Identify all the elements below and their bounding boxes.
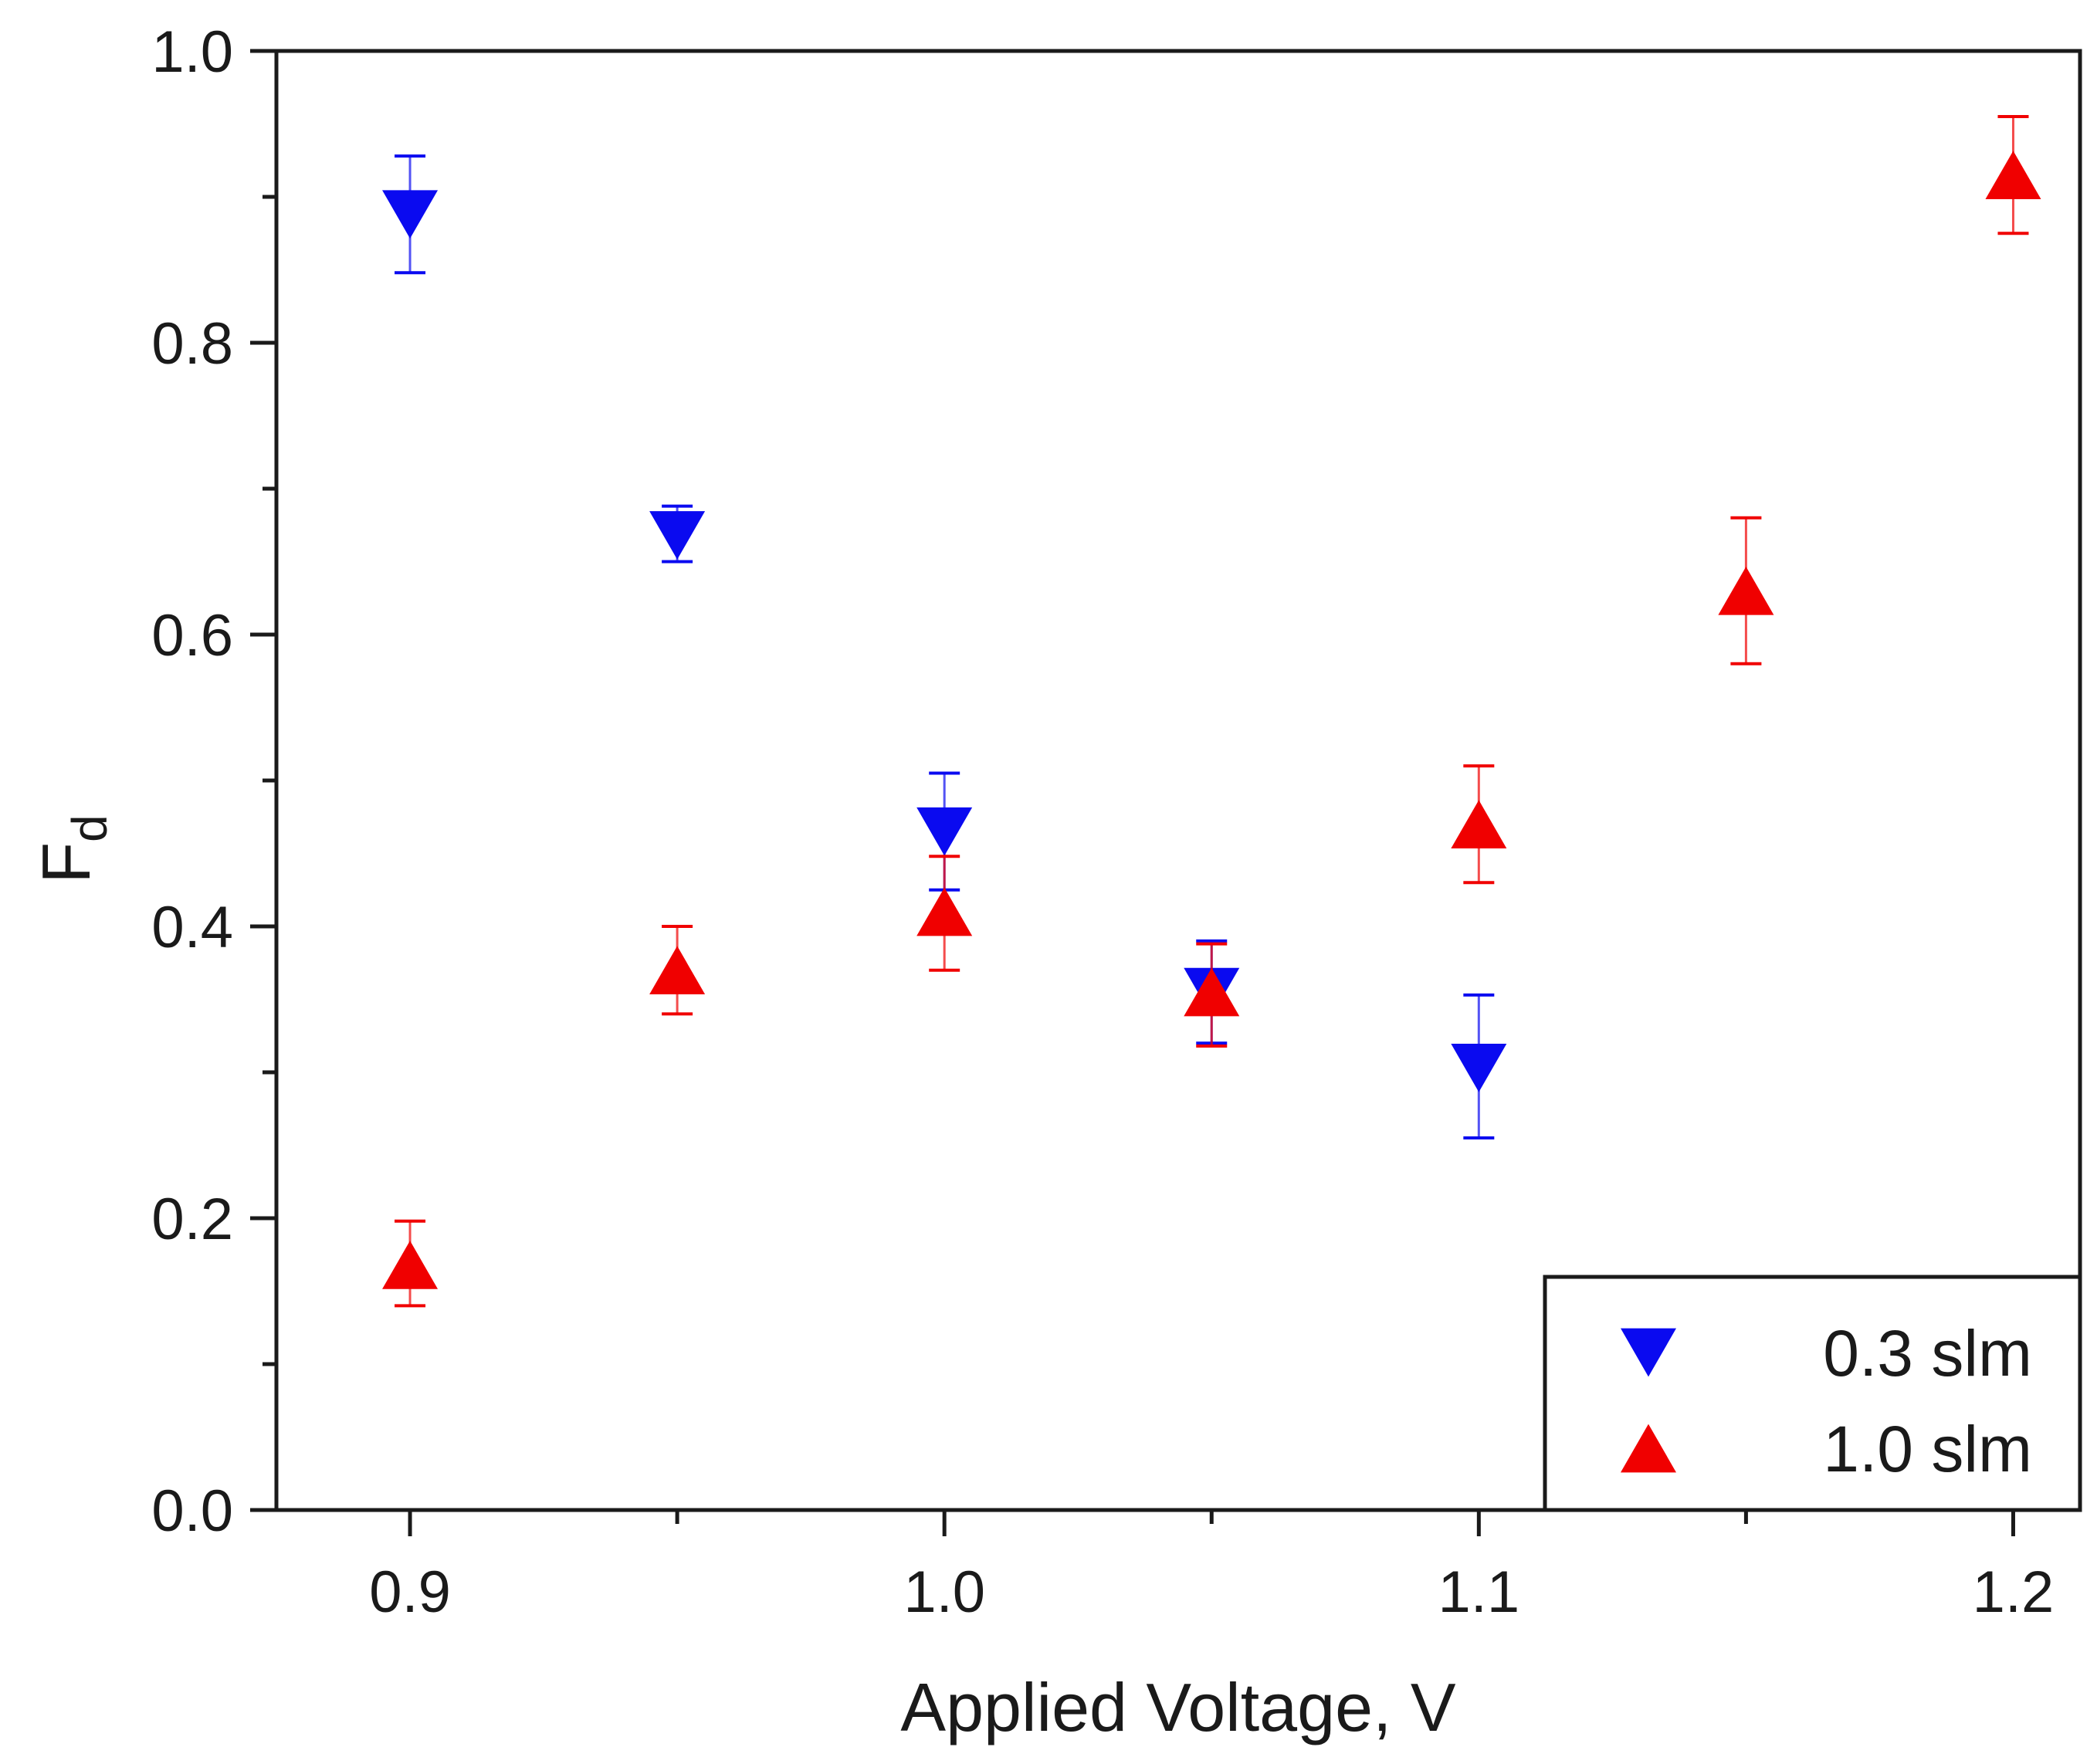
data-point	[1985, 151, 2041, 199]
x-tick-label: 0.9	[369, 1559, 451, 1625]
data-point	[1184, 967, 1240, 1017]
y-tick-label: 0.0	[151, 1478, 233, 1544]
data-marks	[382, 115, 2041, 1308]
legend-label: 0.3 slm	[1823, 1317, 2032, 1390]
legend-marker	[1621, 1328, 1676, 1377]
data-point	[649, 946, 706, 995]
svg-text:Fd: Fd	[28, 814, 117, 883]
data-point	[382, 190, 439, 239]
y-tick-label: 0.4	[151, 895, 233, 960]
legend-marker	[1621, 1424, 1676, 1473]
data-point	[1451, 800, 1507, 849]
data-point	[382, 1241, 439, 1289]
data-point	[1451, 1044, 1507, 1092]
y-tick-label: 0.2	[151, 1187, 233, 1252]
plot-frame	[274, 49, 2082, 1512]
data-point	[916, 807, 973, 856]
x-tick-label: 1.1	[1438, 1559, 1520, 1625]
legend: 0.3 slm 1.0 slm	[1543, 1275, 2082, 1512]
data-point	[916, 887, 973, 936]
x-axis-title: Applied Voltage, V	[900, 1669, 1456, 1745]
data-point	[649, 511, 706, 560]
data-point	[1718, 566, 1774, 615]
series-1-0-slm	[382, 115, 2041, 1308]
y-tick-label: 0.8	[151, 311, 233, 377]
y-axis-title: Fd	[28, 814, 117, 883]
y-axis-title-subscript: d	[62, 814, 117, 842]
x-tick-label: 1.2	[1973, 1559, 2055, 1625]
legend-label: 1.0 slm	[1823, 1413, 2032, 1485]
y-tick-label: 0.6	[151, 603, 233, 669]
axis-ticks: 0.9 1.0 1.1 1.2 0.0 0.2 0.4 0.6 0.8 1.0	[151, 19, 2054, 1625]
x-tick-label: 1.0	[903, 1559, 985, 1625]
y-axis-title-main: F	[28, 842, 104, 884]
y-tick-label: 1.0	[151, 19, 233, 85]
